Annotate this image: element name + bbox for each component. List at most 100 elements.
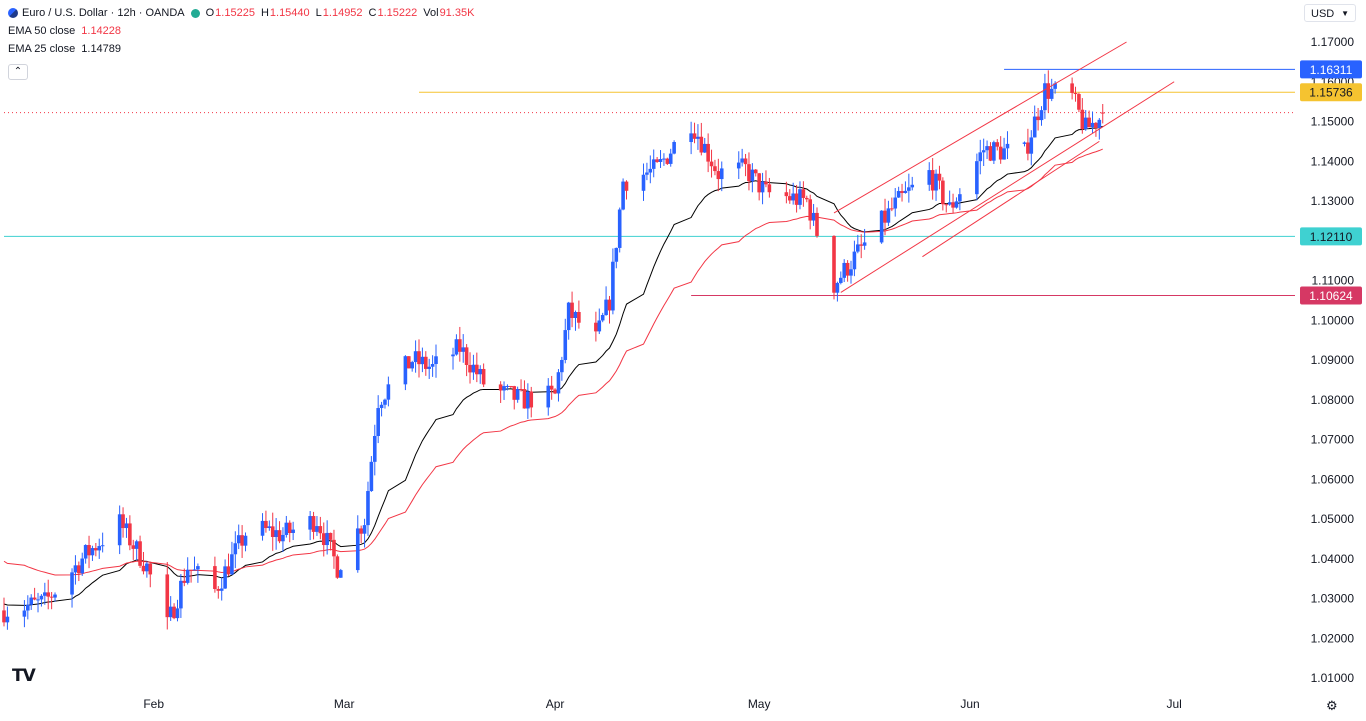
candle[interactable] (478, 365, 483, 384)
candle[interactable] (845, 260, 850, 282)
candle[interactable] (655, 156, 659, 163)
candle[interactable] (175, 599, 180, 622)
candle[interactable] (328, 532, 333, 551)
candle[interactable] (100, 532, 105, 553)
candle[interactable] (944, 203, 949, 213)
candle[interactable] (1043, 73, 1047, 119)
candle[interactable] (189, 569, 193, 583)
candle[interactable] (988, 142, 993, 162)
candle[interactable] (434, 344, 438, 378)
candle[interactable] (1073, 86, 1078, 102)
candle[interactable] (94, 542, 98, 557)
candle[interactable] (216, 586, 221, 599)
candle[interactable] (471, 354, 476, 380)
candle[interactable] (1032, 105, 1037, 138)
price-level-badge[interactable]: 1.15736 (1300, 83, 1362, 102)
candle[interactable] (36, 592, 40, 613)
candle[interactable] (835, 281, 840, 302)
candle[interactable] (223, 559, 227, 589)
candle[interactable] (77, 561, 81, 582)
candle[interactable] (430, 355, 435, 377)
candle[interactable] (526, 383, 530, 419)
candle[interactable] (566, 301, 571, 340)
currency-selector[interactable]: USD ▼ (1304, 4, 1356, 22)
candle[interactable] (424, 351, 428, 376)
candle[interactable] (692, 122, 697, 144)
candle[interactable] (658, 150, 663, 168)
candle[interactable] (978, 139, 983, 175)
candle[interactable] (49, 591, 54, 610)
candle[interactable] (192, 556, 197, 571)
candle[interactable] (621, 178, 625, 211)
symbol-title[interactable]: Euro / U.S. Dollar · 12h · OANDA (22, 7, 185, 19)
candle[interactable] (236, 524, 241, 550)
candle[interactable] (1087, 110, 1091, 128)
candle[interactable] (930, 158, 935, 200)
candle[interactable] (573, 310, 578, 331)
candle[interactable] (896, 186, 901, 198)
candle[interactable] (481, 363, 486, 388)
candle[interactable] (83, 544, 88, 564)
candle[interactable] (1100, 104, 1105, 124)
candle[interactable] (427, 358, 432, 379)
horizontal-levels[interactable] (4, 68, 1295, 296)
candle[interactable] (519, 379, 523, 392)
candle[interactable] (648, 155, 653, 184)
candle[interactable] (475, 352, 479, 383)
candle[interactable] (832, 235, 836, 300)
candle[interactable] (145, 561, 149, 578)
candle[interactable] (954, 197, 959, 209)
tradingview-logo[interactable]: TV (12, 666, 36, 686)
candle[interactable] (131, 539, 136, 560)
candle[interactable] (862, 228, 867, 250)
candle[interactable] (804, 195, 809, 203)
candle[interactable] (947, 190, 952, 206)
candle[interactable] (219, 577, 224, 601)
candle[interactable] (849, 260, 853, 284)
candle[interactable] (672, 140, 676, 155)
candle[interactable] (811, 203, 816, 226)
candle[interactable] (808, 194, 812, 230)
candle[interactable] (706, 133, 710, 173)
candle[interactable] (196, 563, 200, 583)
candle[interactable] (417, 339, 421, 378)
channel-lines[interactable] (833, 41, 1175, 293)
candle[interactable] (291, 521, 295, 541)
candle[interactable] (563, 318, 568, 364)
candle[interactable] (148, 561, 153, 588)
candle[interactable] (362, 518, 367, 548)
candle[interactable] (624, 180, 629, 200)
collapse-legend-button[interactable]: ⌃ (8, 64, 28, 80)
candle[interactable] (716, 158, 721, 192)
candle[interactable] (420, 347, 425, 373)
candle[interactable] (458, 326, 462, 362)
candle[interactable] (1002, 137, 1006, 160)
candle[interactable] (230, 541, 234, 575)
candle[interactable] (240, 525, 244, 558)
candle[interactable] (529, 386, 534, 418)
candle[interactable] (600, 312, 605, 323)
candle[interactable] (138, 535, 142, 568)
candle[interactable] (451, 347, 455, 370)
time-axis[interactable]: Feb Mar Apr May Jun Jul (143, 697, 1182, 711)
candle[interactable] (883, 198, 887, 236)
candle[interactable] (287, 520, 292, 543)
candle[interactable] (413, 340, 418, 373)
candle[interactable] (117, 505, 122, 555)
candle[interactable] (577, 300, 581, 329)
candle[interactable] (651, 149, 656, 178)
candle[interactable] (379, 401, 384, 417)
candle[interactable] (515, 386, 520, 403)
indicator-ema50[interactable]: EMA 50 close 1.14228 (8, 22, 474, 40)
candle[interactable] (750, 163, 755, 193)
price-level-badge[interactable]: 1.12110 (1300, 227, 1362, 246)
candle[interactable] (80, 552, 85, 576)
candle[interactable] (736, 151, 741, 180)
candle[interactable] (512, 385, 517, 410)
candle[interactable] (570, 291, 574, 328)
candle[interactable] (856, 234, 860, 254)
candle[interactable] (801, 181, 806, 207)
candle[interactable] (403, 355, 408, 391)
candle[interactable] (668, 148, 673, 167)
candle[interactable] (747, 152, 751, 191)
